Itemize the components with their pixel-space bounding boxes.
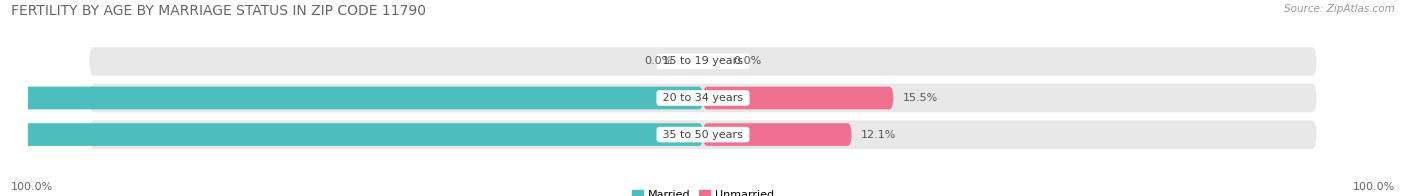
FancyBboxPatch shape [703,123,852,146]
Text: 15.5%: 15.5% [903,93,938,103]
FancyBboxPatch shape [703,87,893,109]
FancyBboxPatch shape [0,87,703,109]
Text: Source: ZipAtlas.com: Source: ZipAtlas.com [1284,4,1395,14]
FancyBboxPatch shape [90,84,1316,112]
Text: 35 to 50 years: 35 to 50 years [659,130,747,140]
Text: 20 to 34 years: 20 to 34 years [659,93,747,103]
FancyBboxPatch shape [0,123,703,146]
Text: FERTILITY BY AGE BY MARRIAGE STATUS IN ZIP CODE 11790: FERTILITY BY AGE BY MARRIAGE STATUS IN Z… [11,4,426,18]
Text: 12.1%: 12.1% [862,130,897,140]
FancyBboxPatch shape [90,47,1316,76]
Legend: Married, Unmarried: Married, Unmarried [627,185,779,196]
Text: 0.0%: 0.0% [734,56,762,66]
Text: 0.0%: 0.0% [644,56,672,66]
Text: 15 to 19 years: 15 to 19 years [659,56,747,66]
Text: 100.0%: 100.0% [1353,182,1395,192]
FancyBboxPatch shape [90,120,1316,149]
Text: 100.0%: 100.0% [11,182,53,192]
